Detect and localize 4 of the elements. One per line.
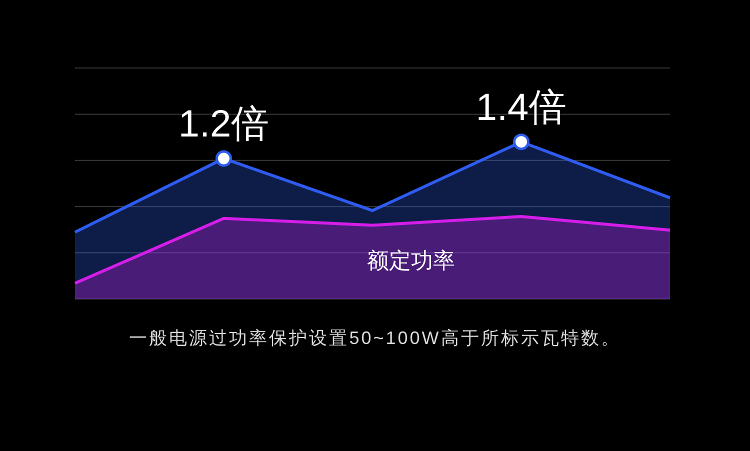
text: 一般电源过功率保护设置50~100W高于所标示瓦特数。 [129,328,621,348]
annotation: 额定功率 [367,248,455,273]
annotation: 1.2倍 [178,104,270,146]
text: 1.4倍 [476,86,567,129]
